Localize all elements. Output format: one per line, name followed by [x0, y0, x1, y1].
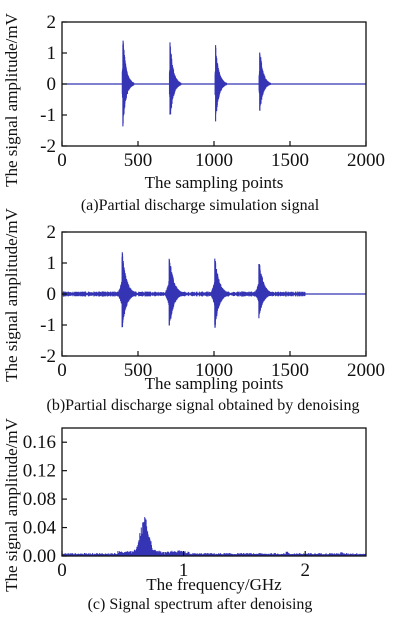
y-tick-label: 0.00	[23, 546, 56, 567]
x-tick-label: 1000	[195, 360, 233, 381]
y-axis-label: The signal amplitude/mV	[2, 12, 21, 186]
chart-panel-b: The signal amplitude/mV 0 500 1000 1500 2000…	[2, 207, 385, 414]
x-tick-label: 1500	[271, 150, 309, 171]
x-tick-label: 2000	[347, 150, 385, 171]
y-tick-label: 0	[47, 74, 57, 95]
x-tick-label: 0	[57, 360, 67, 381]
y-tick-label: -2	[40, 136, 56, 157]
spectrum-plot-c	[61, 517, 366, 556]
y-tick-label: 0.16	[23, 432, 56, 453]
pulse-mark	[255, 264, 274, 319]
caption-b: (b)Partial discharge signal obtained by …	[47, 397, 360, 414]
spectrum-trace	[61, 517, 366, 556]
x-tick-label: 500	[124, 360, 153, 381]
y-tick-label: 2	[47, 222, 57, 243]
ticks-b: 0 500 1000 1500 2000 -2 -1 0 1 2	[40, 222, 385, 381]
ticks-c: 0 1 2 0.00 0.04 0.08 0.12 0.16	[23, 432, 310, 581]
y-tick-label: 2	[47, 12, 57, 33]
x-tick-label: 1	[179, 560, 189, 581]
y-tick-label: 0.04	[23, 518, 57, 539]
y-tick-label: 1	[47, 253, 57, 274]
pulse-mark	[211, 258, 230, 328]
y-tick-label: 0	[47, 284, 57, 305]
x-axis-label: The sampling points	[145, 374, 284, 393]
y-tick-label: -1	[40, 315, 56, 336]
pulse-mark	[168, 42, 182, 115]
x-tick-label: 2	[300, 560, 310, 581]
pulse-mark	[214, 45, 227, 122]
x-axis-label: The sampling points	[145, 173, 284, 192]
pulse-mark	[258, 52, 272, 111]
x-tick-label: 1500	[271, 360, 309, 381]
x-tick-label: 2000	[347, 360, 385, 381]
y-tick-label: -1	[40, 105, 56, 126]
signal-plot-b	[61, 252, 366, 328]
x-tick-label: 0	[57, 150, 67, 171]
y-tick-label: 0.08	[23, 489, 56, 510]
chart-panel-a: The signal amplitude/mV 0 500 1000 1500 2000…	[2, 12, 385, 214]
ticks-a: 0 500 1000 1500 2000 -2 -1 0 1 2	[40, 12, 385, 171]
y-axis-label: The signal amplitude/mV	[2, 207, 21, 381]
pulse-mark	[121, 40, 135, 127]
chart-panel-c: The signal amplitude/mV 0 1 20.000.040.080…	[2, 417, 367, 613]
y-tick-label: 0.12	[23, 461, 56, 482]
y-axis-label: The signal amplitude/mV	[2, 417, 21, 591]
x-tick-label: 500	[124, 150, 153, 171]
y-tick-label: -2	[40, 346, 56, 367]
x-tick-label: 0	[57, 560, 67, 581]
signal-plot-a	[62, 40, 366, 127]
x-axis-label: The frequency/GHz	[146, 575, 282, 594]
pulse-mark	[118, 252, 138, 328]
pulse-mark	[165, 258, 185, 326]
y-tick-label: 1	[47, 43, 57, 64]
plot-frame	[61, 427, 367, 557]
caption-a: (a)Partial discharge simulation signal	[81, 197, 320, 214]
x-tick-label: 1000	[195, 150, 233, 171]
caption-c: (c) Signal spectrum after denoising	[88, 596, 313, 613]
